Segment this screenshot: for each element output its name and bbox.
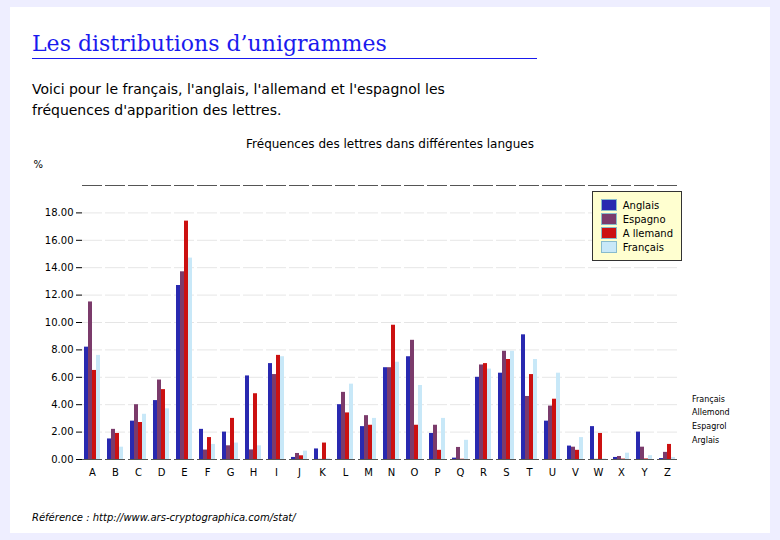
html-text:Voici pour le français, l'angl: Voici pour le français, l'anglais, l'all…	[32, 81, 445, 118]
svg-text:2.00: 2.00	[51, 426, 73, 437]
svg-text:U: U	[549, 467, 556, 478]
svg-text:14.00: 14.00	[45, 262, 74, 273]
svg-text:R: R	[480, 467, 487, 478]
svg-text:F: F	[205, 467, 211, 478]
svg-text:B: B	[112, 467, 119, 478]
svg-text:I: I	[275, 467, 278, 478]
html-text:Français: Français	[692, 394, 725, 404]
svg-text:J: J	[297, 467, 301, 478]
svg-text:C: C	[135, 467, 142, 478]
html-text:Fréquences des lettres dans di: Fréquences des lettres dans différentes …	[246, 137, 534, 151]
svg-text:4.00: 4.00	[51, 399, 73, 410]
svg-text:S: S	[503, 467, 509, 478]
html-text:Anglais: Anglais	[622, 199, 660, 211]
svg-text:12.00: 12.00	[45, 289, 74, 300]
svg-text:10.00: 10.00	[45, 317, 74, 328]
svg-text:X: X	[618, 467, 625, 478]
svg-text:E: E	[181, 467, 187, 478]
svg-text:M: M	[364, 467, 373, 478]
svg-text:18.00: 18.00	[45, 207, 74, 218]
svg-text:O: O	[411, 467, 419, 478]
svg-text:0.00: 0.00	[51, 454, 73, 465]
svg-text:L: L	[343, 467, 349, 478]
html-text:A llemand: A llemand	[622, 227, 673, 239]
html-text:Référence : http://www.ars-cry: Référence : http://www.ars-cryptographic…	[32, 512, 296, 523]
svg-text:A: A	[89, 467, 96, 478]
svg-text:T: T	[525, 467, 533, 478]
html-text:Les distributions d’unigrammes: Les distributions d’unigrammes	[32, 31, 387, 56]
html-text:Espagrol: Espagrol	[692, 421, 727, 431]
svg-text:Q: Q	[457, 467, 465, 478]
svg-text:Z: Z	[664, 467, 671, 478]
html-text:Français: Français	[622, 241, 664, 253]
svg-text:N: N	[388, 467, 395, 478]
svg-text:%: %	[34, 159, 44, 170]
svg-text:P: P	[434, 467, 440, 478]
svg-text:16.00: 16.00	[45, 235, 74, 246]
html-text:Espagno: Espagno	[622, 213, 666, 225]
svg-text:W: W	[594, 467, 604, 478]
svg-text:G: G	[227, 467, 235, 478]
html-text:Arglais: Arglais	[692, 435, 720, 445]
html-text:Allemond: Allemond	[692, 407, 730, 417]
svg-text:K: K	[319, 467, 326, 478]
svg-text:Y: Y	[640, 467, 648, 478]
svg-text:8.00: 8.00	[51, 344, 73, 355]
svg-text:H: H	[250, 467, 258, 478]
svg-text:6.00: 6.00	[51, 372, 73, 383]
svg-text:D: D	[158, 467, 166, 478]
svg-text:V: V	[572, 467, 579, 478]
